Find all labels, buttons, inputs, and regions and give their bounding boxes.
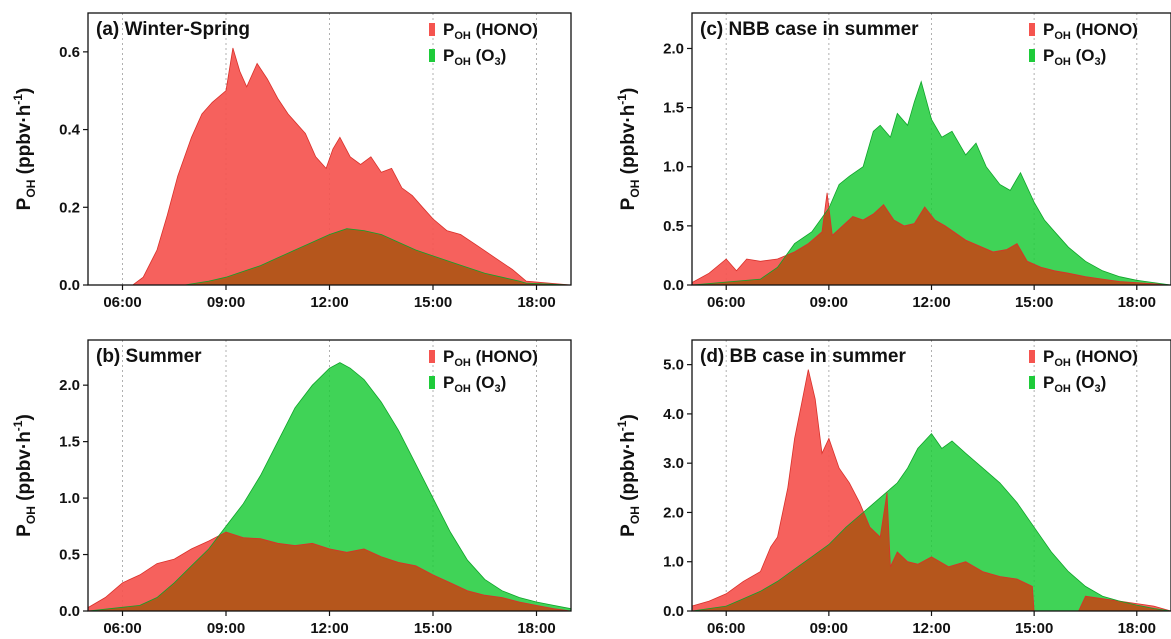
x-tick-label: 18:00: [1118, 294, 1156, 311]
legend-swatch: [429, 350, 435, 363]
plot-area: [692, 80, 1171, 285]
hono-line: [692, 369, 1171, 611]
legend-label: POH (HONO): [443, 20, 538, 42]
y-tick-label: 0.0: [59, 277, 80, 294]
panel-title: (b) Summer: [96, 346, 202, 367]
x-tick-label: 15:00: [414, 620, 452, 637]
legend-label: POH (HONO): [443, 347, 538, 369]
x-tick-label: 09:00: [810, 620, 848, 637]
y-tick-label: 5.0: [663, 357, 684, 374]
y-tick-label: 4.0: [663, 406, 684, 423]
x-tick-label: 09:00: [207, 620, 245, 637]
legend-swatch: [1029, 23, 1035, 36]
y-tick-label: 3.0: [663, 455, 684, 472]
hono-line: [692, 192, 1171, 285]
x-tick-label: 18:00: [517, 294, 555, 311]
o3-area: [692, 81, 1171, 285]
overlap-area: [692, 192, 1171, 285]
x-tick-label: 12:00: [310, 620, 348, 637]
hono-area: [692, 369, 1171, 611]
y-tick-label: 1.5: [663, 100, 684, 117]
x-tick-label: 12:00: [912, 620, 950, 637]
x-tick-label: 06:00: [103, 294, 141, 311]
x-tick-label: 09:00: [207, 294, 245, 311]
legend-swatch: [429, 376, 435, 389]
y-tick-label: 0.4: [59, 122, 81, 139]
legend-swatch: [1029, 49, 1035, 62]
panel-c: 06:00 09:00 12:00 15:00 18:00 0.0 0.5 1.0 1.5 2.0…: [615, 12, 1171, 311]
y-tick-label: 2.0: [663, 504, 684, 521]
o3-area: [88, 362, 571, 611]
x-tick-label: 18:00: [1118, 620, 1156, 637]
y-tick-label: 0.5: [59, 547, 80, 564]
overlap-area: [88, 532, 571, 611]
panel-title: (a) Winter-Spring: [96, 19, 250, 40]
hono-area: [88, 48, 571, 285]
panel-title: (d) BB case in summer: [700, 346, 906, 367]
y-tick-label: 1.0: [663, 159, 684, 176]
y-axis-label: POH (ppbv·h-1): [615, 88, 642, 211]
legend-swatch: [429, 49, 435, 62]
y-tick-label: 0.2: [59, 199, 80, 216]
legend-swatch: [1029, 350, 1035, 363]
o3-line: [88, 228, 571, 285]
y-tick-label: 0.0: [663, 603, 684, 620]
x-tick-label: 06:00: [707, 620, 745, 637]
o3-line: [692, 432, 1171, 611]
panel-a: 06:00 09:00 12:00 15:00 18:00 0.0 0.2 0.4 0.6 (a)…: [11, 12, 572, 311]
legend-swatch: [1029, 376, 1035, 389]
y-tick-label: 1.0: [663, 554, 684, 571]
x-tick-label: 15:00: [1015, 620, 1053, 637]
x-tick-label: 15:00: [1015, 294, 1053, 311]
y-tick-label: 1.0: [59, 490, 80, 507]
y-axis-label: POH (ppbv·h-1): [615, 414, 642, 537]
x-tick-label: 18:00: [517, 620, 555, 637]
o3-line: [88, 362, 571, 611]
y-tick-label: 0.6: [59, 44, 80, 61]
y-tick-label: 2.0: [59, 377, 80, 394]
legend-swatch: [429, 23, 435, 36]
hono-line: [88, 47, 571, 285]
y-tick-label: 2.0: [663, 40, 684, 57]
o3-line: [692, 80, 1171, 285]
y-tick-label: 0.5: [663, 218, 684, 235]
x-tick-label: 06:00: [707, 294, 745, 311]
legend-label: POH (O3): [443, 373, 506, 395]
y-axis-label: POH (ppbv·h-1): [11, 414, 38, 537]
legend-label: POH (O3): [443, 46, 506, 68]
y-tick-label: 1.5: [59, 434, 80, 451]
y-axis-label: POH (ppbv·h-1): [11, 88, 38, 211]
x-tick-label: 12:00: [310, 294, 348, 311]
y-tick-label: 0.0: [59, 603, 80, 620]
legend-label: POH (HONO): [1043, 347, 1138, 369]
plot-area: [692, 369, 1171, 611]
x-tick-label: 12:00: [912, 294, 950, 311]
x-tick-label: 09:00: [810, 294, 848, 311]
legend-label: POH (O3): [1043, 46, 1106, 68]
legend-label: POH (HONO): [1043, 20, 1138, 42]
x-tick-label: 15:00: [414, 294, 452, 311]
x-tick-label: 06:00: [103, 620, 141, 637]
hono-line: [88, 531, 571, 611]
y-tick-label: 0.0: [663, 277, 684, 294]
panel-d: 06:00 09:00 12:00 15:00 18:00 0.0 1.0 2.0 3.0 4.0…: [615, 339, 1171, 637]
legend-label: POH (O3): [1043, 373, 1106, 395]
panel-b: 06:00 09:00 12:00 15:00 18:00 0.0 0.5 1.0 1.5 2.0…: [11, 339, 572, 637]
panel-title: (c) NBB case in summer: [700, 19, 919, 40]
plot-area: [88, 47, 571, 285]
plot-area: [88, 362, 571, 611]
